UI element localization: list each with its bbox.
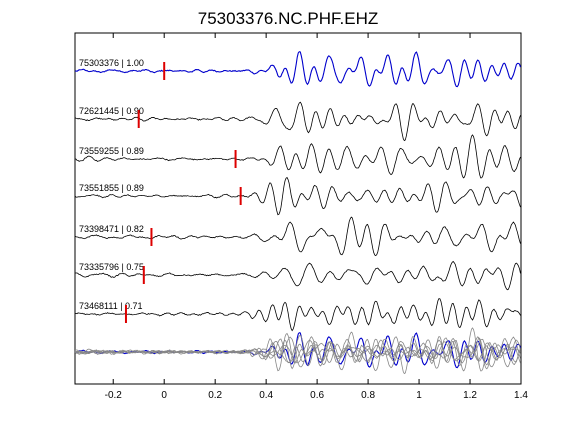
waveform-line-73559255 [74, 134, 521, 179]
trace-73559255: 73559255 | 0.89 [74, 134, 521, 179]
x-tick-label: 0.4 [259, 390, 273, 401]
waveform-line-73335796 [74, 260, 521, 291]
stack-line-73468111 [74, 336, 521, 370]
x-tick-label: 0.2 [208, 390, 222, 401]
trace-label-73551855: 73551855 | 0.89 [79, 183, 144, 193]
trace-75303376: 75303376 | 1.00 [74, 51, 522, 88]
x-axis: -0.2 0 0.2 0.4 0.6 0.8 1 1.2 1.4 [105, 33, 528, 401]
waveform-line-73468111 [74, 298, 521, 332]
trace-label-73559255: 73559255 | 0.89 [79, 146, 144, 156]
trace-label-72621445: 72621445 | 0.90 [79, 106, 144, 116]
waveform-line-73551855 [74, 176, 521, 216]
trace-label-75303376: 75303376 | 1.00 [79, 58, 144, 68]
trace-group: 75303376 | 1.00 72621445 | 0.90 73559255 |… [74, 51, 522, 332]
trace-73335796: 73335796 | 0.75 [74, 260, 521, 291]
chart-title: 75303376.NC.PHF.EHZ [198, 9, 378, 28]
x-tick-label: 1.2 [463, 390, 477, 401]
trace-73468111: 73468111 | 0.71 [74, 298, 521, 332]
x-tick-label: -0.2 [105, 390, 123, 401]
x-tick-label: 1 [416, 390, 422, 401]
stack-overlay-group [74, 327, 522, 375]
plot-area-frame [74, 32, 522, 385]
trace-label-73398471: 73398471 | 0.82 [79, 224, 144, 234]
trace-72621445: 72621445 | 0.90 [74, 101, 521, 142]
x-tick-label: 0.8 [361, 390, 375, 401]
trace-label-73468111: 73468111 | 0.71 [79, 301, 143, 311]
stack-line-73398471 [74, 331, 521, 372]
trace-label-73335796: 73335796 | 0.75 [79, 262, 144, 272]
x-tick-label: 0 [161, 390, 167, 401]
x-tick-label: 0.6 [310, 390, 324, 401]
trace-73398471: 73398471 | 0.82 [74, 216, 521, 257]
trace-73551855: 73551855 | 0.89 [74, 176, 521, 216]
waveform-line-75303376 [74, 51, 522, 88]
waveform-line-73398471 [74, 216, 521, 257]
x-tick-label: 1.4 [514, 390, 528, 401]
waveform-line-72621445 [74, 101, 521, 142]
